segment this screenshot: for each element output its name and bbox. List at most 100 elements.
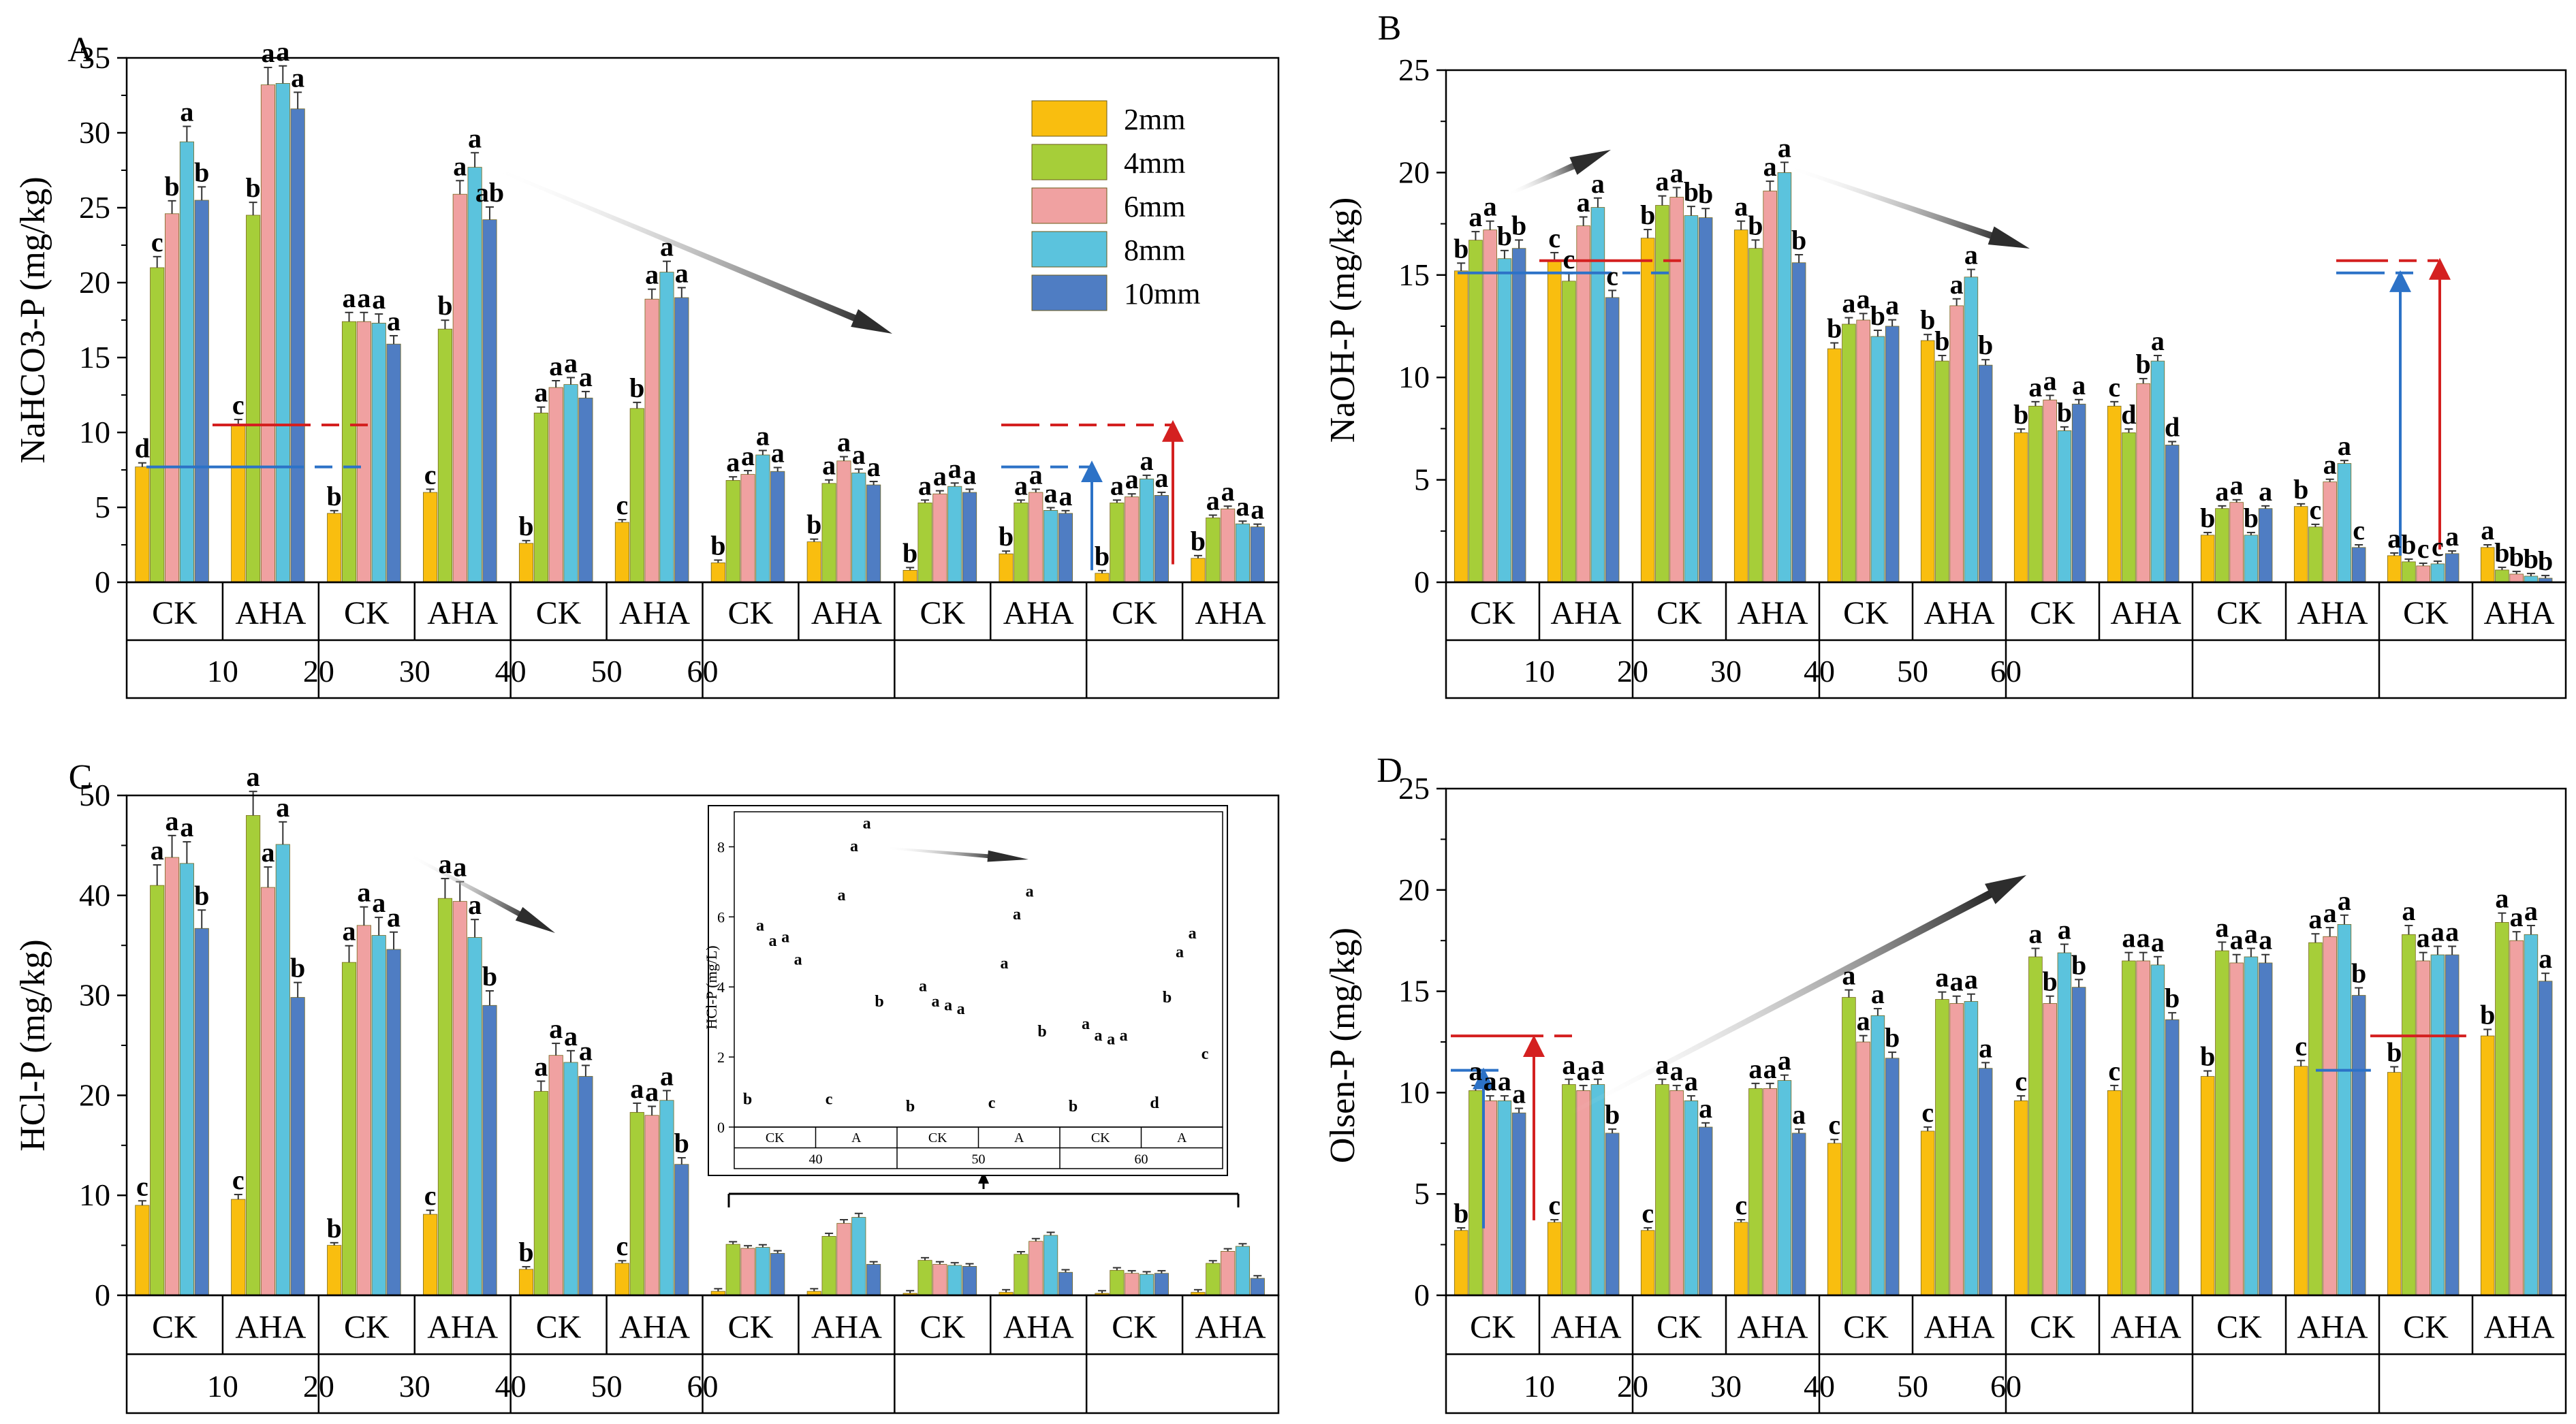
significance-letter: b xyxy=(806,509,821,540)
significance-letter: a xyxy=(2151,927,2165,958)
significance-letter: b xyxy=(437,290,452,321)
significance-letter: a xyxy=(1577,187,1590,218)
inset-significance-letter: a xyxy=(1176,944,1184,962)
bar-D-50-AHA-4mm xyxy=(2308,942,2323,1296)
bar-A-10-AHA-8mm xyxy=(275,83,290,583)
significance-letter: a xyxy=(1670,157,1684,188)
significance-letter: a xyxy=(1110,470,1124,501)
bar-B-60-AHA-4mm xyxy=(2495,569,2509,583)
bar-A-20-AHA-2mm xyxy=(423,492,438,583)
trend-arrow-shaft xyxy=(885,847,995,859)
bar-A-60-AHA-2mm xyxy=(1191,558,1206,583)
treatment-label: AHA xyxy=(1924,595,1995,631)
significance-letter: a xyxy=(372,284,386,315)
bar-A-60-CK-2mm xyxy=(1095,573,1110,583)
depth-label: 60 xyxy=(1990,1369,2022,1404)
y-tick-label: 25 xyxy=(1398,52,1430,87)
significance-letter: a xyxy=(1763,1054,1777,1084)
y-axis-label: HCl-P (mg/kg) xyxy=(14,939,52,1152)
significance-letter: a xyxy=(2417,923,2430,953)
treatment-label: CK xyxy=(920,1309,965,1345)
significance-letter: a xyxy=(1885,290,1899,321)
bar-D-20-AHA-2mm xyxy=(1733,1222,1748,1296)
significance-letter: a xyxy=(1964,964,1978,995)
bar-B-60-AHA-6mm xyxy=(2509,573,2524,583)
inset-y-tick-label: 6 xyxy=(717,908,725,925)
bar-C-10-AHA-10mm xyxy=(290,997,305,1296)
treatment-label: AHA xyxy=(1195,1309,1266,1345)
bar-A-30-AHA-4mm xyxy=(629,408,644,583)
significance-letter: a xyxy=(1562,1049,1575,1080)
y-tick-label: 20 xyxy=(1398,155,1430,189)
significance-letter: c xyxy=(2353,515,2365,545)
bar-D-10-CK-8mm xyxy=(1497,1100,1512,1296)
depth-label: 60 xyxy=(687,1369,719,1404)
treatment-label: AHA xyxy=(235,595,306,631)
bar-B-20-AHA-4mm xyxy=(1748,248,1763,583)
inset-significance-letter: a xyxy=(1189,925,1197,943)
y-tick-label: 15 xyxy=(1398,974,1430,1009)
bar-B-60-CK-10mm xyxy=(2445,553,2460,583)
bar-A-20-AHA-6mm xyxy=(452,193,467,583)
bar-A-40-CK-8mm xyxy=(755,454,770,583)
bar-A-20-AHA-4mm xyxy=(437,328,453,583)
significance-letter: a xyxy=(1655,1049,1669,1080)
bar-C-60-AHA-4mm xyxy=(1206,1263,1221,1296)
bar-B-40-AHA-6mm xyxy=(2136,383,2150,583)
bar-B-10-CK-6mm xyxy=(1483,230,1497,583)
bar-A-30-AHA-6mm xyxy=(644,298,659,583)
bar-C-10-AHA-8mm xyxy=(275,844,290,1296)
significance-letter: a xyxy=(1125,464,1139,494)
bar-D-20-AHA-4mm xyxy=(1748,1088,1763,1296)
treatment-label: CK xyxy=(2216,595,2262,631)
depth-label: 60 xyxy=(1990,654,2022,689)
treatment-label: CK xyxy=(1470,595,1515,631)
significance-letter: a xyxy=(2323,449,2337,480)
bar-D-20-AHA-8mm xyxy=(1777,1080,1792,1296)
treatment-label: CK xyxy=(2403,595,2449,631)
bar-D-60-AHA-8mm xyxy=(2524,934,2539,1296)
significance-letter: a xyxy=(771,438,785,469)
trend-arrow-shaft xyxy=(1508,160,1582,196)
inset-significance-letter: a xyxy=(1107,1030,1115,1048)
treatment-label: AHA xyxy=(2297,595,2368,631)
significance-letter: c xyxy=(2108,372,2120,402)
treatment-label: AHA xyxy=(2111,1309,2182,1345)
bar-B-20-AHA-2mm xyxy=(1733,230,1748,583)
y-tick-label: 5 xyxy=(1414,1176,1430,1211)
depth-label: 40 xyxy=(1804,654,1835,689)
significance-letter: c xyxy=(1548,1190,1560,1220)
bar-A-10-AHA-4mm xyxy=(246,215,261,583)
bar-C-50-AHA-6mm xyxy=(1028,1241,1043,1296)
bar-C-20-AHA-10mm xyxy=(482,1004,497,1296)
trend-arrow-shaft xyxy=(1787,165,1999,241)
y-tick-label: 0 xyxy=(1414,565,1430,599)
treatment-label: AHA xyxy=(1924,1309,1995,1345)
bar-B-30-AHA-8mm xyxy=(1964,276,1979,583)
bar-A-60-AHA-4mm xyxy=(1206,518,1221,583)
y-tick-label: 10 xyxy=(1398,1075,1430,1109)
bar-D-60-AHA-10mm xyxy=(2538,981,2553,1296)
bar-C-30-CK-8mm xyxy=(563,1062,578,1296)
significance-letter: b xyxy=(1920,304,1935,335)
significance-letter: a xyxy=(564,347,578,378)
treatment-label: CK xyxy=(344,595,390,631)
bar-B-50-CK-10mm xyxy=(2258,508,2273,583)
bar-D-20-CK-2mm xyxy=(1640,1230,1655,1296)
bar-A-50-AHA-8mm xyxy=(1043,510,1058,583)
significance-letter: a xyxy=(1155,462,1168,493)
bar-D-50-AHA-8mm xyxy=(2337,923,2352,1296)
significance-letter: b xyxy=(2200,503,2215,533)
treatment-label: AHA xyxy=(619,595,690,631)
significance-letter: a xyxy=(852,439,866,470)
trend-arrow-head xyxy=(515,906,555,933)
bar-D-10-CK-10mm xyxy=(1511,1112,1526,1296)
significance-letter: b xyxy=(327,481,342,511)
bar-C-30-AHA-2mm xyxy=(614,1263,630,1296)
bar-C-60-CK-8mm xyxy=(1139,1273,1155,1296)
inset-significance-letter: a xyxy=(794,951,802,969)
bar-B-10-AHA-2mm xyxy=(1547,260,1562,583)
significance-letter: b xyxy=(194,880,209,911)
bar-D-20-CK-8mm xyxy=(1684,1100,1699,1296)
trend-arrow-B2 xyxy=(1787,165,2030,249)
